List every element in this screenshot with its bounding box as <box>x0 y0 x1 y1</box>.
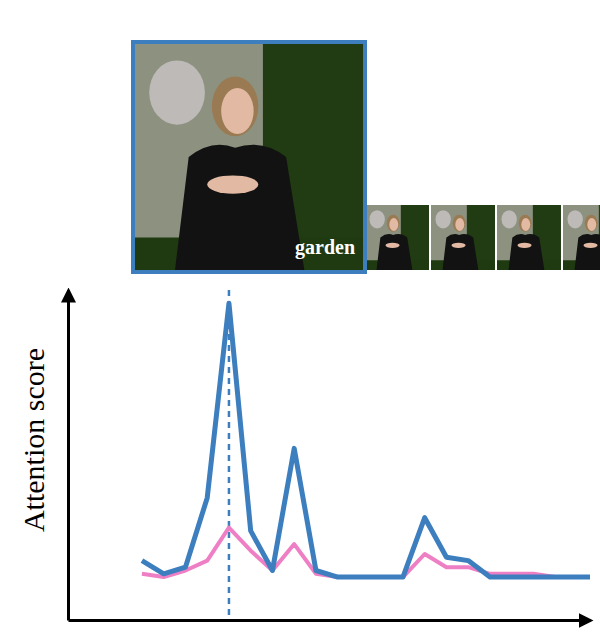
frame-bg <box>365 205 429 270</box>
highlight-frame <box>133 42 365 272</box>
thumbnail <box>563 205 600 270</box>
y-axis <box>68 291 69 621</box>
signer-body <box>175 145 305 272</box>
signer-hair <box>387 215 400 232</box>
blossom <box>149 60 205 124</box>
y-axis-title: Attention score <box>17 348 50 532</box>
series-line <box>142 303 590 577</box>
series-line <box>142 528 590 578</box>
signer-hands <box>385 243 399 248</box>
signer-face <box>521 218 530 231</box>
signer-face <box>455 218 464 231</box>
frame-bg <box>133 42 365 272</box>
blossom <box>501 210 516 228</box>
signer-hair <box>453 215 466 232</box>
frame-bg <box>497 205 561 270</box>
thumbnail <box>365 205 429 270</box>
figure: garden Attention score <box>0 0 600 636</box>
signer-body <box>575 234 600 270</box>
axis-line <box>67 291 70 621</box>
signer-hands <box>207 175 258 193</box>
frame-bg <box>431 205 495 270</box>
signer-body <box>509 234 545 270</box>
thumbnail <box>431 205 495 270</box>
frame-label: garden <box>295 236 355 259</box>
signer-face <box>221 88 253 134</box>
signer-hands <box>451 243 465 248</box>
blossom <box>369 210 384 228</box>
highlight-line <box>228 290 231 620</box>
signer-face <box>587 218 596 231</box>
axis-line <box>69 619 591 622</box>
plot-area <box>142 290 590 620</box>
x-axis <box>69 620 591 621</box>
signer-face <box>389 218 398 231</box>
blossom <box>435 210 450 228</box>
frame-border <box>133 42 365 272</box>
frame-bg <box>563 205 600 270</box>
signer-body <box>443 234 479 270</box>
thumbnail <box>497 205 561 270</box>
signer-hair <box>212 77 258 137</box>
signer-body <box>377 234 413 270</box>
signer-hands <box>517 243 531 248</box>
blossom <box>567 210 582 228</box>
signer-hair <box>519 215 532 232</box>
signer-hair <box>585 215 598 232</box>
signer-hands <box>583 243 597 248</box>
